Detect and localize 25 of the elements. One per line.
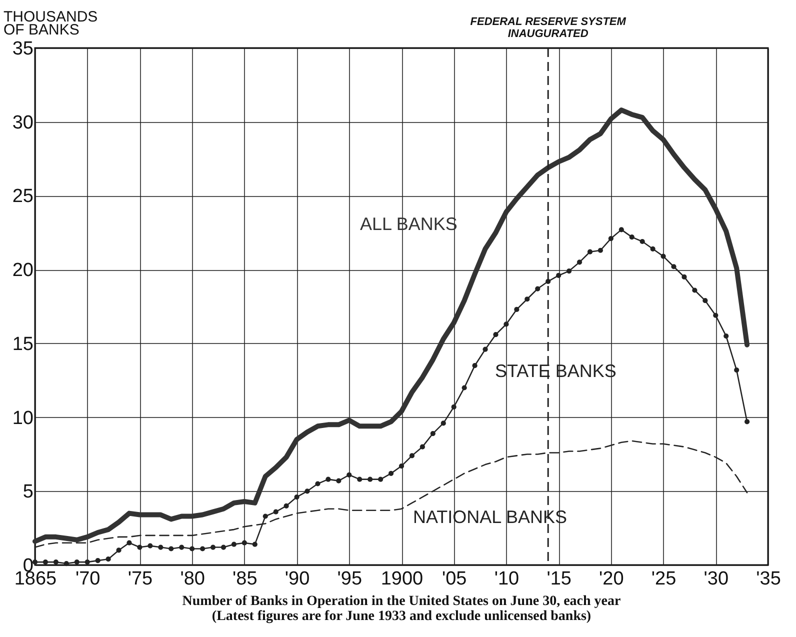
text: Number of Banks in Operation in the United States on June 30, each year	[182, 594, 621, 609]
x-tick-label: '85	[232, 568, 258, 590]
y-tick-label: 30	[12, 112, 34, 134]
y-tick-label: 5	[22, 482, 34, 503]
x-tick-label: '30	[704, 568, 729, 590]
x-tick-label: '70	[75, 568, 100, 590]
y-tick-label: 15	[12, 334, 34, 355]
x-tick-label: '25	[651, 568, 676, 590]
x-tick-label: '90	[284, 568, 310, 590]
x-tick-label: '35	[756, 568, 781, 590]
x-tick-label: '20	[599, 568, 624, 590]
x-tick-label: '05	[442, 568, 467, 590]
x-tick-label: '95	[337, 568, 362, 590]
x-tick-label: '80	[180, 568, 205, 590]
ref-line-label: FEDERAL RESERVE SYSTEM INAUGURATED	[470, 16, 627, 40]
y-tick-label: 10	[12, 408, 34, 429]
y-axis-title: THOUSANDS OF BANKS	[4, 8, 98, 38]
text: (Latest figures are for June 1933 and exclude unlicensed banks)	[212, 609, 592, 624]
x-tick-label: '15	[546, 568, 572, 590]
y-tick-label: 35	[12, 38, 34, 60]
y-tick-label: 25	[12, 186, 34, 208]
x-tick-label: '75	[128, 568, 153, 590]
y-tick-label: 20	[12, 260, 34, 282]
x-tick-label: 1900	[380, 568, 424, 590]
x-tick-label: '10	[494, 568, 520, 590]
